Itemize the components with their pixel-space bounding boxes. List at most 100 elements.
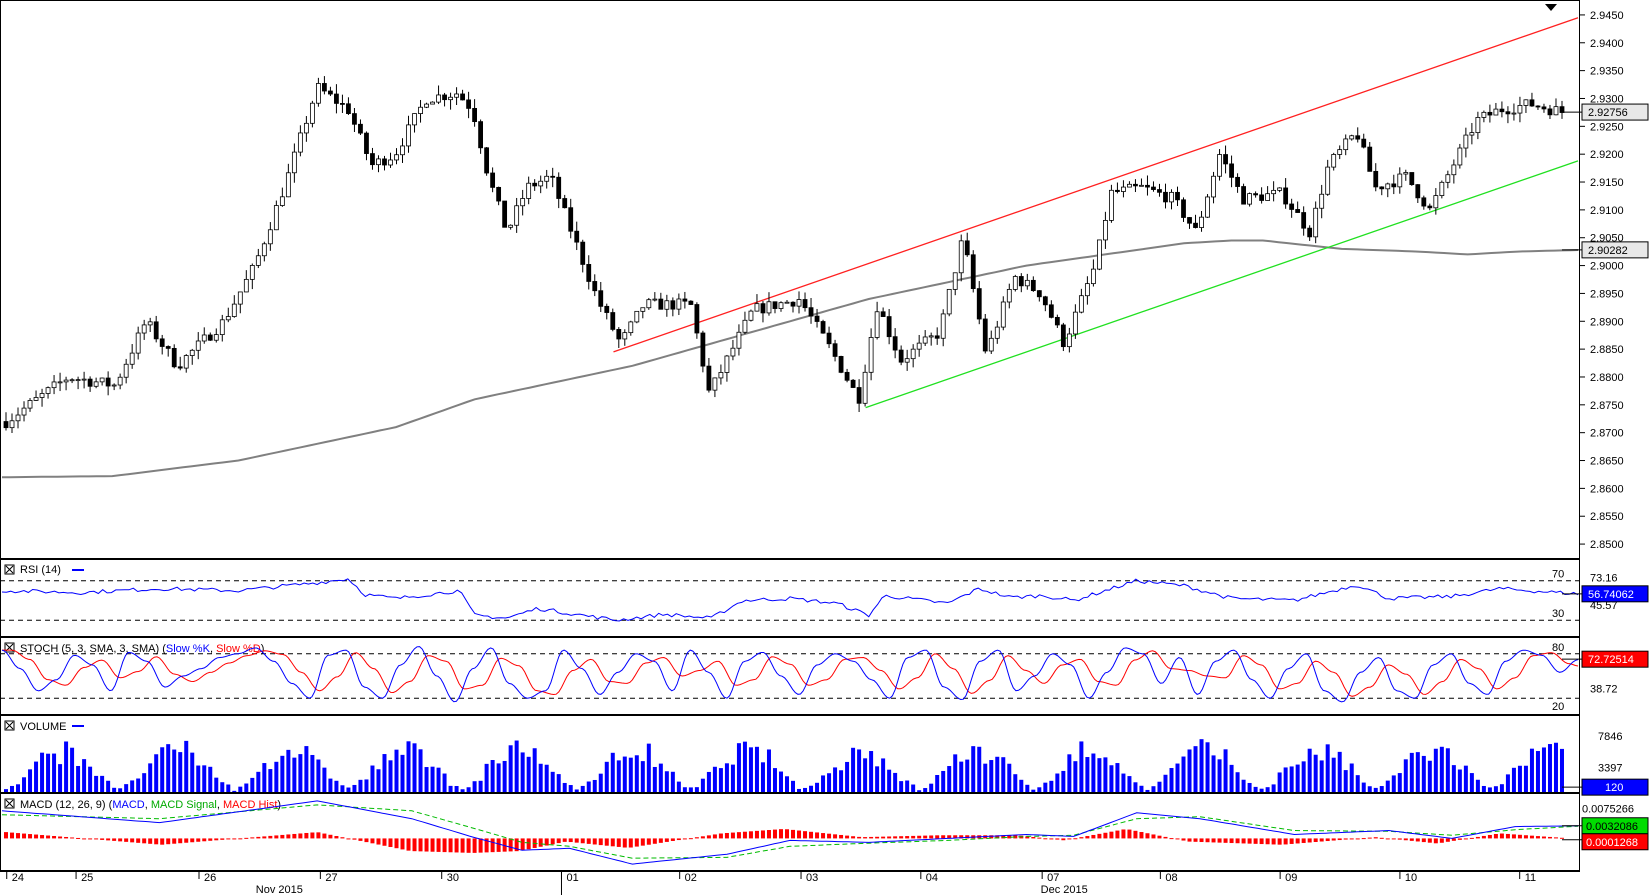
candle-body <box>1355 135 1361 140</box>
candle-body <box>988 337 994 352</box>
volume-bar <box>466 787 471 792</box>
macd-hist-bar <box>1319 838 1324 842</box>
volume-bar <box>658 763 663 792</box>
macd-hist-bar <box>430 838 435 852</box>
macd-hist-bar <box>1265 838 1270 845</box>
candle-body <box>826 332 832 345</box>
volume-bar <box>226 784 231 792</box>
rsi-axis-label: 45.57 <box>1590 600 1618 612</box>
macd-hist-bar <box>484 838 489 853</box>
volume-bar <box>1385 780 1390 792</box>
candle-body <box>472 108 478 123</box>
macd-hist-bar <box>358 838 363 841</box>
stoch-axis-label: 38.72 <box>1590 683 1618 695</box>
volume-bar <box>124 784 129 792</box>
macd-hist-bar <box>448 838 453 853</box>
volume-bar <box>1163 774 1168 792</box>
candle-body <box>610 312 616 330</box>
macd-hist-bar <box>388 838 393 847</box>
candle-body <box>201 334 207 342</box>
candle-body <box>1511 112 1517 115</box>
macd-hist-bar <box>166 838 171 845</box>
ma-line <box>2 239 1579 479</box>
volume-bar <box>292 757 297 792</box>
scroll-marker-icon[interactable] <box>1545 4 1557 11</box>
macd-hist-bar <box>112 838 117 841</box>
candle-body <box>93 381 99 387</box>
lower-channel-line[interactable] <box>865 160 1579 409</box>
candle-body <box>742 319 748 333</box>
macd-hist-bar <box>1037 837 1042 839</box>
stoch-title: STOCH (5, 3, SMA, 3, SMA) <box>20 643 159 655</box>
macd-hist-bar <box>911 835 916 839</box>
volume-bar <box>833 767 838 792</box>
candle-body <box>213 334 219 341</box>
volume-bar <box>118 788 123 792</box>
volume-bar <box>628 757 633 792</box>
macd-hist-bar <box>791 829 796 839</box>
macd-hist-bar <box>1157 835 1162 839</box>
candle-body <box>394 154 399 161</box>
candle-body <box>436 94 441 103</box>
macd-hist-bar <box>214 838 219 841</box>
price-tick-label: 2.9100 <box>1590 205 1624 217</box>
macd-hist-bar <box>202 838 207 842</box>
macd-hist-bar <box>1397 838 1402 840</box>
ma-value-tag-box <box>1581 241 1649 259</box>
candle-body <box>772 301 778 309</box>
candle-body <box>814 315 820 322</box>
trend-channel-lines[interactable] <box>613 17 1579 409</box>
volume-bar <box>791 780 796 792</box>
candle-body <box>249 265 255 280</box>
volume-bar <box>1523 765 1528 792</box>
volume-bar <box>1337 751 1342 792</box>
volume-bar <box>1175 763 1180 792</box>
main-panel-frame <box>0 0 1580 559</box>
price-tick-label: 2.8900 <box>1590 316 1624 328</box>
candle-body <box>652 298 658 301</box>
macd-hist-bar <box>478 838 483 853</box>
volume-bar <box>652 766 657 792</box>
volume-bar <box>220 782 225 792</box>
volume-bar <box>298 754 303 792</box>
candle-body <box>424 103 429 108</box>
macd-hist-bar <box>718 833 723 839</box>
macd-hist-bar <box>1457 838 1462 840</box>
candle-body <box>538 180 544 187</box>
macd-hist-bar <box>905 836 910 839</box>
rsi-header: RSI (14) <box>4 564 84 576</box>
volume-bar <box>1031 789 1036 792</box>
volume-bar <box>52 753 57 792</box>
macd-hist-bar <box>670 838 675 841</box>
macd-main-line <box>1 800 1579 865</box>
volume-bar <box>1529 748 1534 792</box>
candle-body <box>39 393 45 398</box>
macd-legend-macd: MACD <box>112 799 144 811</box>
candle-body <box>478 121 484 149</box>
candle-body <box>1127 183 1132 188</box>
price-tick-label: 2.8950 <box>1590 288 1624 300</box>
candle-body <box>255 255 261 266</box>
volume-bar <box>1271 784 1276 792</box>
upper-channel-line[interactable] <box>613 17 1579 353</box>
volume-bar <box>574 789 579 792</box>
date-tick-label: 02 <box>685 872 697 884</box>
volume-bar <box>1085 757 1090 792</box>
candle-body <box>586 264 592 282</box>
candle-body <box>838 356 844 373</box>
rsi-value-box <box>1581 585 1649 603</box>
volume-bar <box>1109 765 1114 792</box>
volume-bar <box>94 775 99 792</box>
candle-body <box>1499 108 1505 113</box>
stoch-levels: 80 20 <box>0 642 1580 713</box>
macd-hist-bar <box>1427 838 1432 843</box>
candle-body <box>562 198 568 209</box>
macd-hist-bar <box>16 833 21 839</box>
macd-hist-bar <box>382 838 387 846</box>
macd-hist-bar <box>1091 834 1096 839</box>
volume-bar <box>250 777 255 792</box>
candle-body <box>1313 207 1319 238</box>
stoch-d-line <box>2 649 1579 697</box>
candle-body <box>99 377 105 383</box>
volume-bar <box>1235 772 1240 792</box>
